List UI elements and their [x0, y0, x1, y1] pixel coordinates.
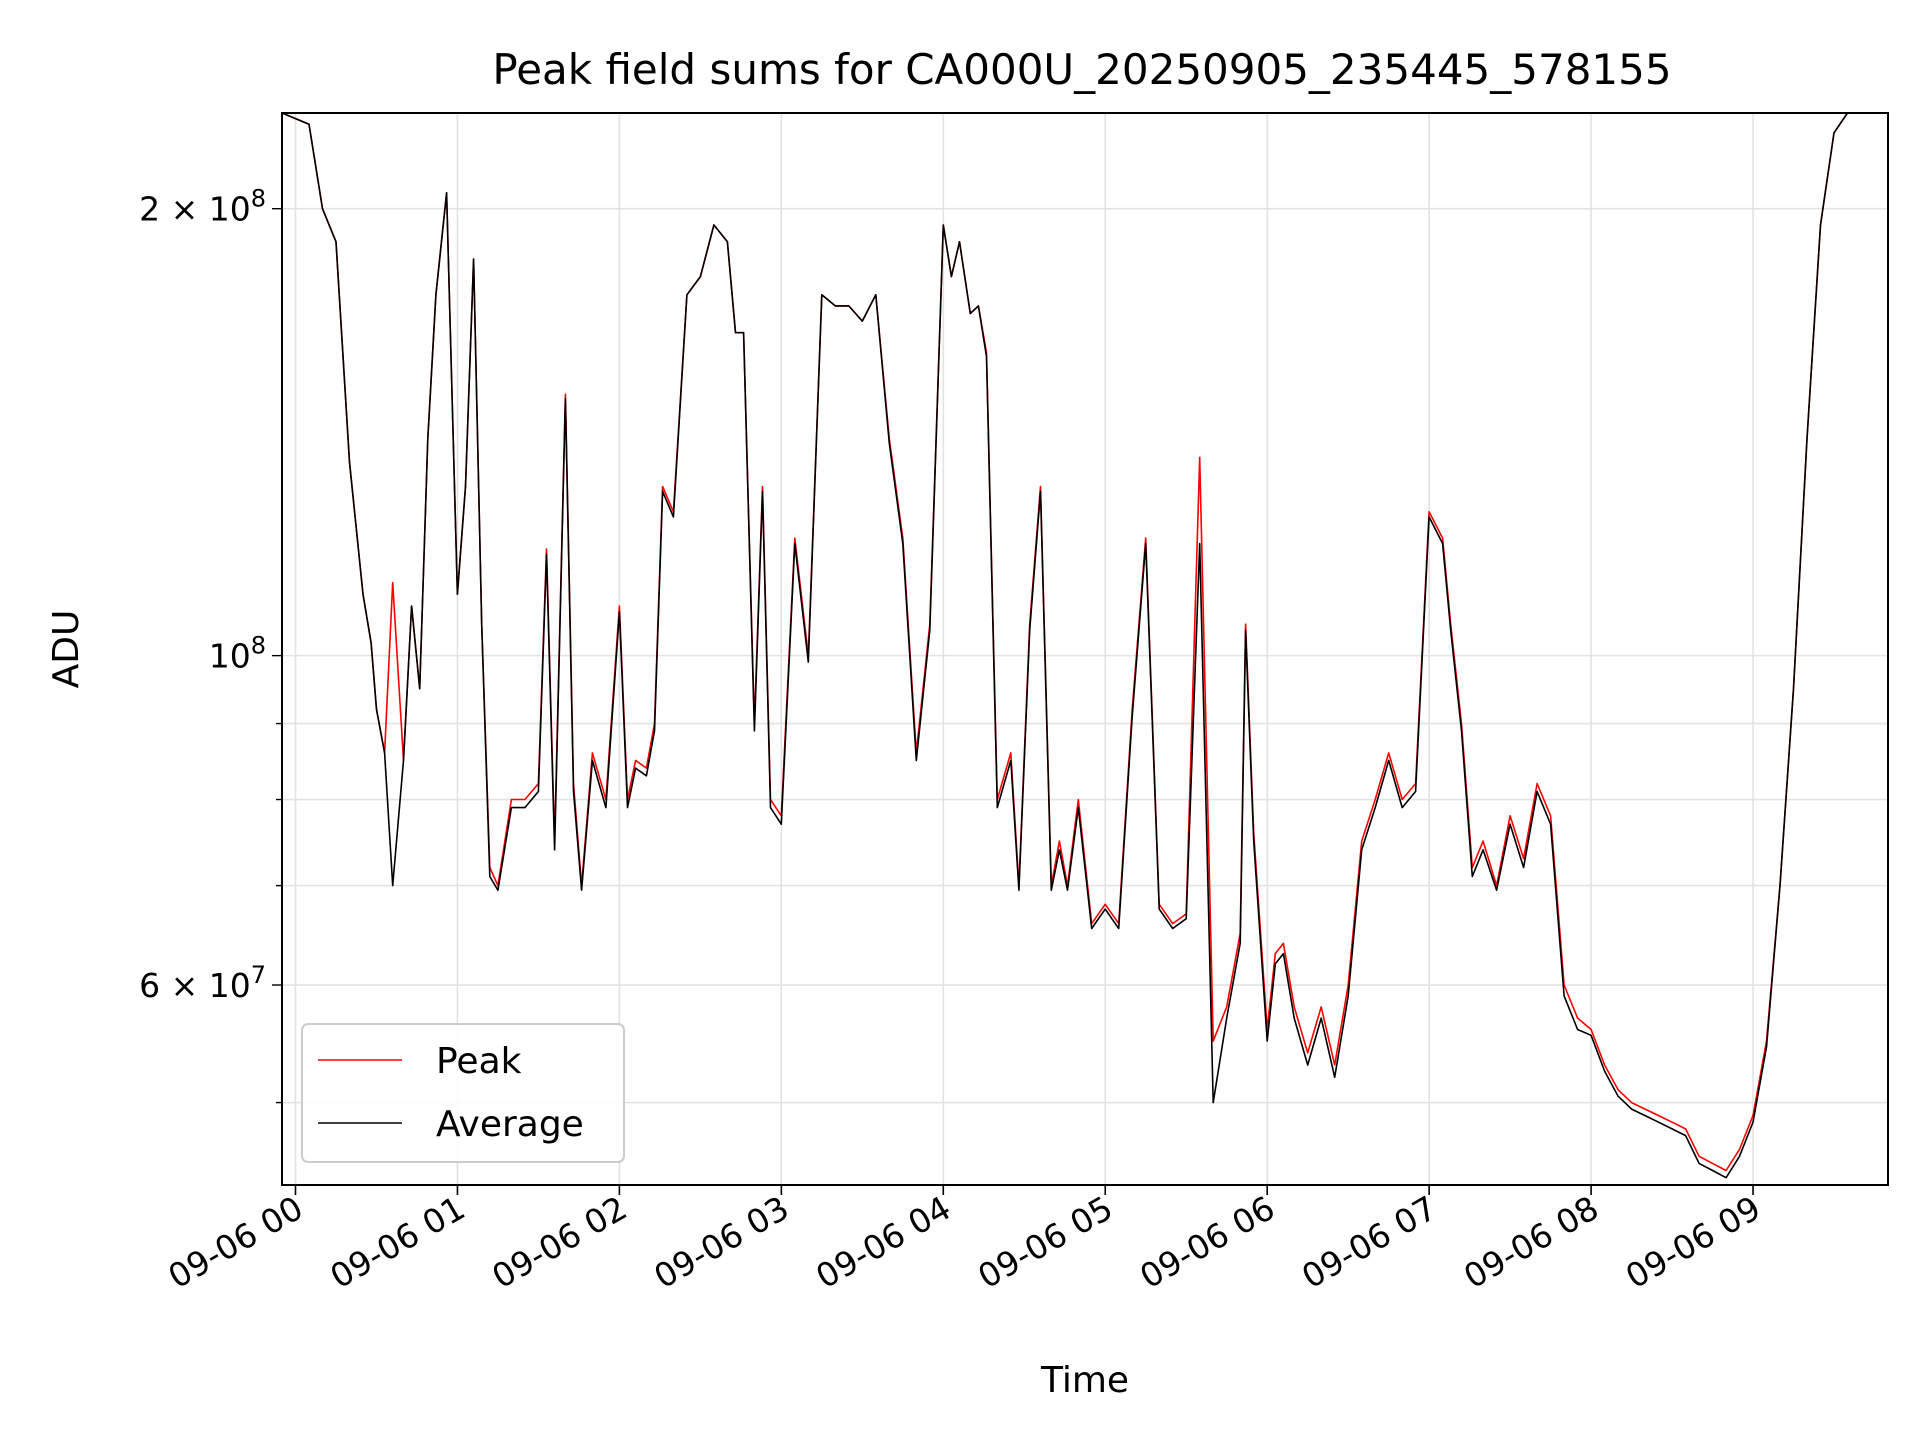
- plot-frame: [281, 112, 1889, 1186]
- legend-box: [301, 1023, 625, 1163]
- y-tick-label: 108: [209, 632, 266, 676]
- x-axis-label: Time: [1040, 1360, 1129, 1401]
- y-tick-label: 2 × 108: [139, 185, 266, 229]
- y-axis-label: ADU: [46, 610, 87, 689]
- legend-label-average: Average: [436, 1104, 584, 1145]
- series-layer: [281, 112, 1849, 1179]
- legend: Peak Average: [301, 1023, 625, 1163]
- chart-title: Peak field sums for CA000U_20250905_2354…: [492, 45, 1671, 94]
- y-axis: 6 × 107 108 2 × 108: [139, 185, 282, 1104]
- series-line-average: [281, 112, 1849, 1179]
- legend-label-peak: Peak: [436, 1041, 522, 1082]
- series-line-peak: [281, 112, 1849, 1172]
- y-tick-label: 6 × 107: [139, 961, 266, 1005]
